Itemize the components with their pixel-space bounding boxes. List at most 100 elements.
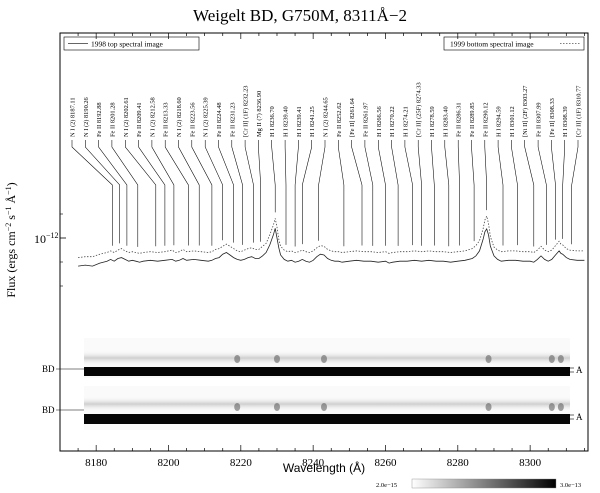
- line-id-leader: [571, 140, 579, 245]
- line-id-label: Fe II 8289.85: [469, 102, 476, 137]
- x-tick-label: 8180: [85, 457, 108, 469]
- line-id-label: H I 8308.39: [562, 106, 569, 137]
- line-id-leader: [484, 140, 487, 211]
- line-id-label: N I (2) 8202.61: [123, 97, 130, 137]
- spectral-image-top-emission-spot: [485, 355, 492, 363]
- line-id-leader: [98, 140, 128, 246]
- line-id-label: Fe II 8201.28: [109, 102, 116, 137]
- line-id-leader: [364, 140, 374, 246]
- spectral-image-label-a-top: A: [576, 365, 583, 375]
- line-id-leader: [125, 140, 157, 247]
- spectral-image-label-bd-top: BD: [42, 364, 55, 374]
- line-id-leader: [417, 140, 422, 246]
- line-id-label: H I 8241.25: [309, 106, 316, 137]
- spectral-image-top-emission-spot: [548, 355, 555, 363]
- line-id-label: H I 8283.40: [442, 106, 449, 137]
- line-id-leader: [457, 140, 460, 246]
- x-tick-label: 8260: [374, 457, 397, 469]
- line-id-leader: [178, 140, 200, 246]
- line-id-leader: [284, 140, 287, 245]
- spectral-image-top-emission-spot: [273, 355, 280, 363]
- spectral-image-top-trace: [84, 367, 570, 376]
- series-line-1: [78, 227, 585, 267]
- line-id-leader: [231, 140, 243, 245]
- line-id-leader: [404, 140, 413, 246]
- line-id-label: [Fe II] 8261.64: [349, 97, 356, 137]
- line-id-label: Fe II 8223.56: [189, 102, 196, 137]
- x-tick-label: 8200: [157, 457, 180, 469]
- line-id-leader: [138, 140, 166, 246]
- line-id-leader: [71, 140, 113, 246]
- x-tick-label: 8300: [519, 457, 542, 469]
- line-id-label: H I 8274.21: [402, 106, 409, 137]
- line-id-leader: [524, 140, 535, 247]
- line-id-label: N I (2) 8187.11: [70, 97, 77, 137]
- spectral-image-bottom-emission-spot: [321, 403, 327, 411]
- line-id-leader: [318, 140, 326, 241]
- legend-right: 1999 bottom spectral image: [443, 36, 585, 51]
- colorbar-min-label: 2.0e−15: [376, 482, 397, 489]
- spectral-image-label-bd-bottom: BD: [42, 405, 55, 415]
- x-tick-label: 8280: [447, 457, 470, 469]
- line-id-leader: [338, 140, 345, 247]
- chart-title: Weigelt BD, G750M, 8311Å−2: [193, 6, 407, 25]
- x-axis: 8180 8200 8220 8240 8260 8280 8300: [59, 33, 585, 469]
- line-id-label: Fe II 8224.48: [216, 102, 223, 137]
- spectral-image-bottom-emission-spot: [234, 403, 241, 411]
- line-id-leader: [391, 140, 399, 246]
- spectral-image-bottom-emission-spot: [485, 403, 492, 411]
- series-line-2: [78, 214, 585, 258]
- line-id-leader: [258, 140, 261, 242]
- line-id-label: Fe II 8231.23: [229, 102, 236, 137]
- spectral-image-label-a-bottom: A: [576, 412, 583, 422]
- line-id-label: Fe II 8286.31: [456, 102, 463, 137]
- spectral-image-bottom-emission-spot: [548, 403, 555, 411]
- line-id-leader: [151, 140, 175, 246]
- line-id-label: [Cr II] (1F) 8232.23: [243, 86, 250, 137]
- line-id-leader: [302, 140, 312, 245]
- line-id-leader: [511, 140, 518, 246]
- line-id-label: Fe II 8261.97: [362, 102, 369, 137]
- spectral-image-top-halo: [84, 350, 570, 366]
- line-id-label: N I (2) 8225.39: [203, 97, 210, 137]
- line-id-leader: [218, 140, 234, 243]
- line-id-leader: [431, 140, 435, 246]
- y-tick-label: 10−12: [34, 231, 59, 246]
- spectral-image-top-emission-spot: [321, 355, 327, 363]
- line-id-label: N I (2) 8190.26: [83, 97, 90, 137]
- line-id-leader: [111, 140, 139, 247]
- line-id-leader: [294, 140, 299, 247]
- spectral-image-bottom-emission-spot: [557, 403, 564, 411]
- line-id-label: Mg II (7) 8236.90: [256, 91, 263, 137]
- spectral-image-top-emission-spot: [557, 355, 564, 363]
- line-id-label: Fe II 8213.33: [163, 102, 170, 137]
- line-id-leader: [537, 140, 547, 245]
- line-id-label: H I 8239.41: [296, 106, 303, 137]
- line-id-label: [Cr II] (1F) 8310.77: [576, 85, 583, 137]
- line-id-label: Fe II 8252.62: [336, 102, 343, 137]
- line-id-leader: [551, 140, 556, 240]
- y-axis-label: Flux (ergs cm−2 s−1 Å−1): [4, 182, 18, 297]
- line-id-label: H I 8301.12: [509, 106, 516, 137]
- colorbar-max-label: 3.0e−13: [560, 482, 581, 489]
- legend-left-label: 1998 top spectral image: [91, 40, 164, 49]
- line-identifications: N I (2) 8187.11 N I (2) 8190.26 Fe II 8192…: [70, 82, 583, 247]
- colorbar: 2.0e−15 3.0e−13: [376, 478, 581, 489]
- line-id-label: [Ni II] (2F) 8303.27: [522, 85, 529, 137]
- line-id-leader: [562, 140, 565, 239]
- x-axis-label: Wavelength (Å): [283, 460, 365, 475]
- line-id-label: H I 8236.70: [269, 106, 276, 137]
- line-id-leader: [378, 140, 386, 246]
- legend-left: 1998 top spectral image: [63, 36, 200, 51]
- line-id-label: H I 8239.40: [283, 106, 290, 137]
- legend-right-label: 1999 bottom spectral image: [450, 40, 534, 49]
- spectral-image-bottom-halo: [84, 396, 570, 412]
- plot-frame: [59, 32, 589, 452]
- spectral-image-bottom-trace: [84, 414, 570, 424]
- line-id-leader: [191, 140, 213, 246]
- x-tick-label: 8240: [302, 457, 325, 469]
- x-tick-label: 8220: [230, 457, 253, 469]
- line-id-leader: [351, 140, 363, 246]
- line-id-label: Fe II 8290.12: [482, 102, 489, 137]
- line-id-label: H I 8278.59: [429, 106, 436, 137]
